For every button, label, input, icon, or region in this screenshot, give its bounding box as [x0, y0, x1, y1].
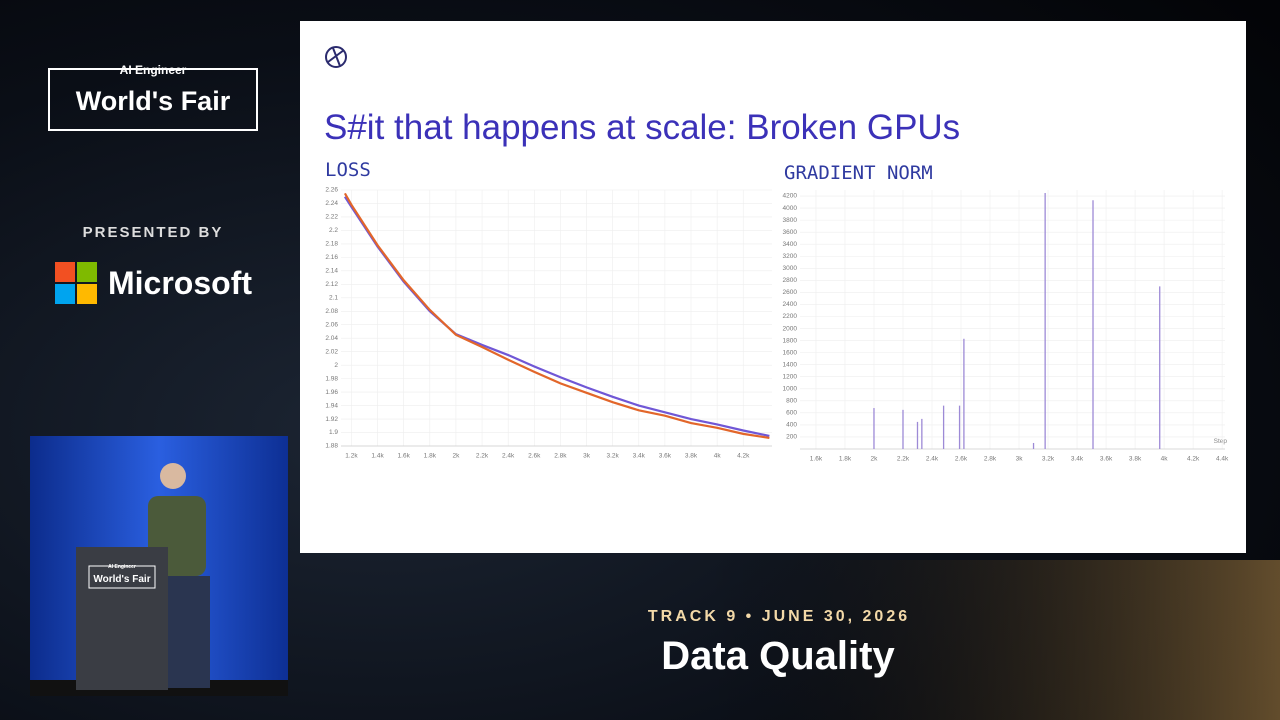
y-tick-label: 1200	[783, 373, 798, 380]
y-tick-label: 600	[786, 410, 797, 417]
x-tick-label: 2.2k	[476, 453, 489, 460]
x-tick-label: 2k	[452, 453, 460, 460]
y-tick-label: 2800	[783, 277, 798, 284]
y-tick-label: 2.08	[325, 308, 338, 315]
podium-main: World's Fair	[93, 574, 150, 585]
y-tick-label: 1400	[783, 361, 798, 368]
y-tick-label: 2.18	[325, 241, 338, 248]
x-tick-label: 3.4k	[633, 453, 646, 460]
x-tick-label: 2.6k	[528, 453, 541, 460]
y-tick-label: 1000	[783, 385, 798, 392]
y-tick-label: 4000	[783, 205, 798, 212]
y-tick-label: 2400	[783, 301, 798, 308]
slide	[300, 21, 1246, 553]
x-tick-label: 4.2k	[737, 453, 750, 460]
x-tick-label: 2k	[871, 456, 879, 463]
y-tick-label: 1800	[783, 337, 798, 344]
x-tick-label: 2.8k	[554, 453, 567, 460]
y-tick-label: 1.94	[325, 402, 338, 409]
x-tick-label: 3.6k	[659, 453, 672, 460]
y-tick-label: 3600	[783, 229, 798, 236]
slide-title: S#it that happens at scale: Broken GPUs	[324, 108, 960, 147]
y-tick-label: 3200	[783, 253, 798, 260]
y-tick-label: 2.02	[325, 348, 338, 355]
y-tick-label: 2.24	[325, 200, 338, 207]
y-tick-label: 1.9	[329, 429, 338, 436]
y-tick-label: 1.92	[325, 416, 338, 423]
y-tick-label: 1600	[783, 349, 798, 356]
loss-line	[343, 192, 770, 440]
x-tick-label: 4k	[714, 453, 722, 460]
x-tick-label: 3k	[1016, 456, 1024, 463]
x-tick-label: 3.2k	[1042, 456, 1055, 463]
y-tick-label: 2.1	[329, 295, 338, 302]
talk-title: Data Quality	[661, 634, 895, 678]
x-tick-label: 3.8k	[685, 453, 698, 460]
x-axis-label: Step	[1214, 438, 1228, 445]
x-tick-label: 3.6k	[1100, 456, 1113, 463]
y-tick-label: 2.26	[325, 187, 338, 194]
y-tick-label: 3800	[783, 217, 798, 224]
brand-box	[48, 68, 258, 131]
x-tick-label: 3k	[583, 453, 591, 460]
x-tick-label: 1.8k	[424, 453, 437, 460]
x-tick-label: 4k	[1161, 456, 1169, 463]
x-tick-label: 4.2k	[1187, 456, 1200, 463]
x-tick-label: 2.4k	[926, 456, 939, 463]
y-tick-label: 2.16	[325, 254, 338, 261]
y-tick-label: 1.96	[325, 389, 338, 396]
y-tick-label: 200	[786, 434, 797, 441]
podium-top: AI Engineer	[108, 564, 136, 570]
y-tick-label: 3000	[783, 265, 798, 272]
y-tick-label: 2.04	[325, 335, 338, 342]
y-tick-label: 2000	[783, 325, 798, 332]
y-tick-label: 400	[786, 422, 797, 429]
y-tick-label: 2600	[783, 289, 798, 296]
y-tick-label: 3400	[783, 241, 798, 248]
x-tick-label: 1.2k	[345, 453, 358, 460]
y-tick-label: 2.22	[325, 214, 338, 221]
x-tick-label: 3.4k	[1071, 456, 1084, 463]
y-tick-label: 2.06	[325, 321, 338, 328]
y-tick-label: 2.14	[325, 268, 338, 275]
presented-by: PRESENTED BY	[83, 224, 224, 241]
x-tick-label: 1.6k	[398, 453, 411, 460]
x-tick-label: 2.2k	[897, 456, 910, 463]
x-tick-label: 2.4k	[502, 453, 515, 460]
x-tick-label: 1.8k	[839, 456, 852, 463]
x-tick-label: 1.4k	[371, 453, 384, 460]
y-tick-label: 2.2	[329, 227, 338, 234]
sponsor-logo	[55, 262, 97, 304]
y-tick-label: 1.98	[325, 375, 338, 382]
chart-title: LOSS	[325, 159, 371, 181]
track: TRACK 9 • JUNE 30, 2026	[648, 608, 910, 625]
slide-logo	[325, 46, 347, 68]
x-tick-label: 3.2k	[607, 453, 620, 460]
y-tick-label: 2200	[783, 313, 798, 320]
y-tick-label: 1.88	[325, 443, 338, 450]
y-tick-label: 800	[786, 398, 797, 405]
x-tick-label: 2.6k	[955, 456, 968, 463]
x-tick-label: 2.8k	[984, 456, 997, 463]
x-tick-label: 4.4k	[1216, 456, 1229, 463]
sponsor: Microsoft	[108, 265, 252, 301]
y-tick-label: 2	[334, 362, 338, 369]
brand-main: World's Fair	[76, 86, 231, 116]
x-tick-label: 3.8k	[1129, 456, 1142, 463]
x-tick-label: 1.6k	[810, 456, 823, 463]
chart-title: GRADIENT NORM	[784, 162, 933, 184]
speaker-video: AI Engineer World's Fair	[30, 436, 288, 696]
y-tick-label: 4200	[783, 193, 798, 200]
y-tick-label: 2.12	[325, 281, 338, 288]
